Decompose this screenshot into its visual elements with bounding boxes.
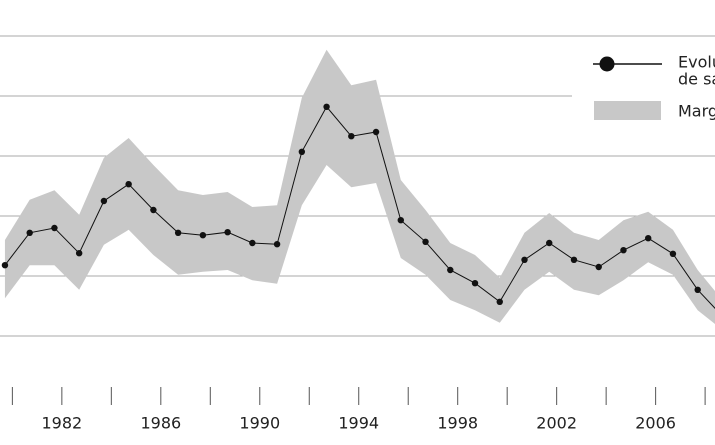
point	[100, 197, 108, 205]
point	[496, 298, 503, 305]
point	[645, 235, 652, 242]
point	[521, 256, 528, 263]
point	[546, 239, 553, 247]
error-band	[4, 49, 715, 325]
point	[669, 250, 677, 257]
point	[595, 263, 602, 271]
x-tick-label: 2002	[536, 414, 577, 433]
point	[75, 250, 83, 257]
point	[273, 241, 281, 248]
point	[620, 247, 627, 254]
x-tick-label: 2006	[635, 414, 676, 433]
point	[397, 217, 404, 224]
x-tick-label: 1994	[338, 414, 379, 433]
point	[125, 181, 132, 188]
point	[471, 280, 479, 287]
x-tick-label: 1986	[140, 414, 181, 433]
point	[422, 238, 429, 245]
point	[694, 286, 701, 293]
legend-marker	[599, 56, 615, 72]
legend-label: de sa	[678, 70, 715, 89]
legend-label: Evolu	[678, 53, 715, 72]
point	[26, 229, 33, 236]
point	[150, 206, 157, 214]
x-tick-label: 1998	[437, 414, 478, 433]
point	[447, 266, 454, 274]
point	[1, 262, 9, 269]
legend-swatch	[594, 101, 661, 120]
point	[224, 229, 231, 236]
point	[249, 239, 256, 247]
point	[51, 224, 58, 232]
x-tick-label: 1990	[239, 414, 280, 433]
point	[348, 133, 355, 140]
point	[199, 232, 207, 239]
point	[570, 256, 578, 263]
point	[372, 128, 380, 136]
legend-label: Marg	[678, 102, 715, 121]
point	[298, 148, 306, 155]
line	[4, 105, 715, 310]
x-tick-label: 1982	[41, 414, 82, 433]
point	[323, 103, 330, 111]
point	[174, 229, 182, 236]
